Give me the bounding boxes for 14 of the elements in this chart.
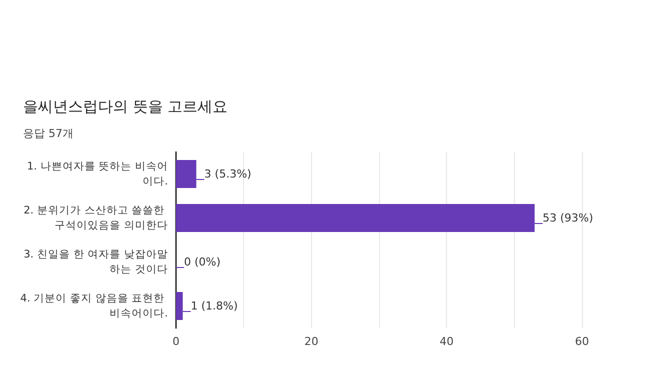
x-tick-label: 60 [575,335,589,348]
text: 응답 57개 [23,127,74,140]
data-label: 53 (93%) [542,212,594,224]
y-tick-label: 2. 분위기가 스산하고 쓸쓸한 구석이있음을 의미한다 [24,204,168,232]
x-tick-label: 40 [440,335,454,348]
x-tick-label: 20 [304,335,318,348]
y-tick-label: 3. 친일을 한 여자를 낮잡아말하는 것이다 [24,248,168,276]
data-label: 0 (0%) [184,256,221,268]
data-label: 3 (5.3%) [204,168,252,180]
y-tick-label: 1. 나쁜여자를 뜻하는 비속어이다. [26,160,168,188]
chart-title: 을씨년스럽다의 뜻을 고르세요 [23,98,228,116]
x-tick-label: 0 [172,335,180,348]
y-tick-label: 4. 기분이 좋지 않음을 표현한 비속어이다. [20,292,168,320]
data-label: 1 (1.8%) [190,300,238,312]
